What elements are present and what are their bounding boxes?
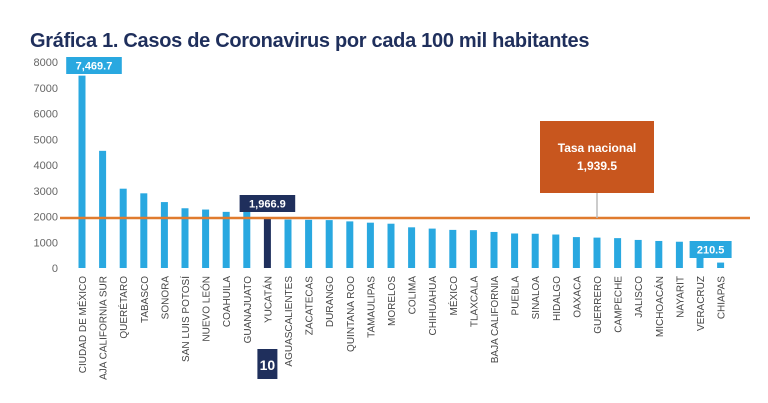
bar-tlaxcala <box>469 230 477 268</box>
category-label-chiapas: CHIAPAS <box>717 276 728 319</box>
bar-aja-california-sur <box>99 150 107 268</box>
category-label-sonora: SONORA <box>160 276 171 320</box>
bar-zacatecas <box>305 219 313 268</box>
category-label-aguascalientes: AGUASCALIENTES <box>284 276 295 367</box>
category-label-puebla: PUEBLA <box>511 276 522 316</box>
bar-coahuila <box>222 211 230 268</box>
bar-michoacan <box>655 240 663 268</box>
category-label-aja-california-sur: AJA CALIFORNIA SUR <box>99 276 110 380</box>
category-label-campeche: CAMPECHE <box>614 276 625 333</box>
y-tick-5000: 5000 <box>34 134 58 146</box>
bar-hidalgo <box>552 234 560 268</box>
category-label-tamaulipas: TAMAULIPAS <box>366 276 377 338</box>
category-label-michoacan: MICHOACÁN <box>653 276 666 337</box>
bar-sonora <box>160 202 168 268</box>
y-tick-4000: 4000 <box>34 160 58 172</box>
bar-nayarit <box>675 241 683 268</box>
bar-oaxaca <box>572 237 580 268</box>
bar-morelos <box>387 223 395 268</box>
bar-mexico <box>449 229 457 268</box>
category-label-guerrero: GUERRERO <box>593 276 604 334</box>
data-label-box-chiapas <box>689 241 732 258</box>
category-label-morelos: MORELOS <box>387 276 398 326</box>
category-label-san-luis-potosi: SAN LUIS POTOSÍ <box>179 276 192 362</box>
bar-jalisco <box>634 239 642 268</box>
category-label-quintana-roo: QUINTANA ROO <box>346 276 357 352</box>
category-label-veracruz: VERACRUZ <box>696 276 707 331</box>
bar-campeche <box>614 238 622 268</box>
bar-nuevo-leon <box>202 209 210 268</box>
category-label-coahuila: COAHUILA <box>222 276 233 327</box>
bar-tamaulipas <box>366 222 374 268</box>
data-label-box-ciudad-de-mexico <box>66 57 122 74</box>
national-rate-box <box>540 121 654 193</box>
national-rate-label: Tasa nacional <box>558 141 636 155</box>
category-label-oaxaca: OAXACA <box>572 276 583 318</box>
bar-tabasco <box>140 193 148 268</box>
bar-durango <box>325 220 333 268</box>
y-tick-0: 0 <box>52 263 58 275</box>
bar-chiapas <box>717 262 725 268</box>
data-label-box-yucatan <box>239 195 296 212</box>
bar-yucatan <box>263 217 271 268</box>
category-label-mexico: MÉXICO <box>447 276 460 316</box>
category-label-yucatan: YUCATÁN <box>261 276 274 323</box>
bar-colima <box>408 227 416 268</box>
bar-quintana-roo <box>346 221 354 268</box>
category-label-durango: DURANGO <box>325 276 336 327</box>
category-label-nayarit: NAYARIT <box>675 276 686 318</box>
y-tick-8000: 8000 <box>34 57 58 69</box>
category-label-baja-california: BAJA CALIFORNIA <box>490 276 501 364</box>
bar-aguascalientes <box>284 219 292 268</box>
category-label-colima: COLIMA <box>408 276 419 315</box>
category-label-ciudad-de-mexico: CIUDAD DE MÉXICO <box>76 276 89 373</box>
bar-guanajuato <box>243 208 251 268</box>
rank-badge-text: 10 <box>260 357 276 373</box>
y-tick-7000: 7000 <box>34 83 58 95</box>
category-label-hidalgo: HIDALGO <box>552 276 563 321</box>
y-tick-6000: 6000 <box>34 109 58 121</box>
y-tick-2000: 2000 <box>34 212 58 224</box>
bar-puebla <box>511 233 519 268</box>
data-label-chiapas: 210.5 <box>697 245 725 257</box>
category-label-guanajuato: GUANAJUATO <box>243 276 254 344</box>
data-label-ciudad-de-mexico: 7,469.7 <box>76 61 113 73</box>
category-label-zacatecas: ZACATECAS <box>305 276 316 336</box>
category-label-jalisco: JALISCO <box>634 276 645 318</box>
bar-san-luis-potosi <box>181 208 189 268</box>
bar-baja-california <box>490 231 498 268</box>
x-axis-category-labels: CIUDAD DE MÉXICO AJA CALIFORNIA SUR QUERÉT… <box>76 276 728 380</box>
bars <box>78 75 725 268</box>
category-label-queretaro: QUERÉTARO <box>117 276 130 339</box>
bar-ciudad-de-mexico <box>78 75 86 268</box>
rank-badge <box>257 349 278 379</box>
category-label-tlaxcala: TLAXCALA <box>469 276 480 327</box>
national-rate-callout: Tasa nacional 1,939.5 <box>540 121 654 219</box>
category-label-chihuahua: CHIHUAHUA <box>428 276 439 336</box>
bar-queretaro <box>119 188 127 268</box>
data-labels: 7,469.7 1,966.9 210.5 10 <box>66 57 732 379</box>
category-label-tabasco: TABASCO <box>140 276 151 323</box>
y-tick-1000: 1000 <box>34 237 58 249</box>
category-label-sinaloa: SINALOA <box>531 276 542 320</box>
category-label-nuevo-leon: NUEVO LEÓN <box>200 276 213 342</box>
national-rate-value: 1,939.5 <box>577 159 617 173</box>
data-label-yucatan: 1,966.9 <box>249 199 286 211</box>
bar-chihuahua <box>428 228 436 268</box>
bar-guerrero <box>593 237 601 268</box>
y-axis-ticks: 0 1000 2000 3000 4000 5000 6000 7000 8000 <box>34 57 58 275</box>
chart-title: Gráfica 1. Casos de Coronavirus por cada… <box>30 30 590 52</box>
y-tick-3000: 3000 <box>34 186 58 198</box>
bar-sinaloa <box>531 233 539 268</box>
